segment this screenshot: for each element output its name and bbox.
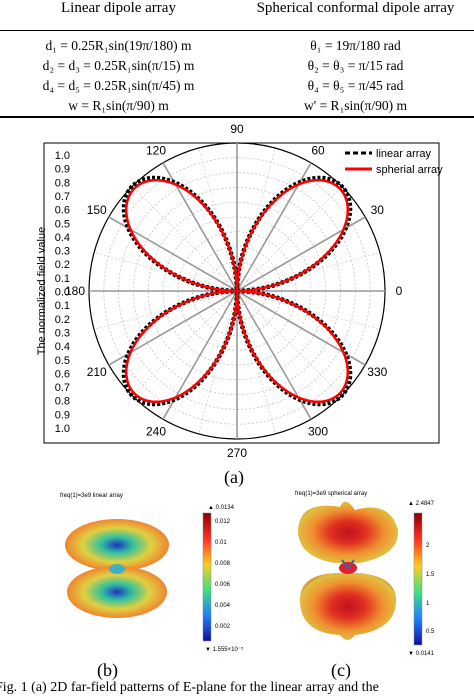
radial-tick-label: 0.8 — [55, 177, 70, 189]
colorbar-tick: 0.006 — [215, 582, 231, 588]
radial-tick-label: 0.1 — [55, 273, 70, 285]
upper-lobe — [298, 501, 399, 563]
lower-lobe — [299, 573, 397, 640]
colorbar-min: ▼ 0.0141 — [408, 651, 435, 657]
colorbar-tick: 1.5 — [426, 572, 435, 578]
radial-tick-label: 0.2 — [55, 314, 70, 326]
colorbar — [202, 512, 212, 642]
radial-tick-label: 1.0 — [55, 150, 70, 162]
table-cell: θ₄ = θ₅ = π/45 rad — [307, 78, 404, 93]
angle-tick-label: 120 — [146, 144, 166, 158]
legend-label-linear: linear array — [376, 148, 432, 160]
waist — [109, 564, 125, 574]
colorbar-tick: 0.5 — [426, 629, 435, 635]
colorbar-tick: 2 — [426, 543, 430, 549]
colorbar-tick: 0.004 — [215, 603, 231, 609]
radial-tick-label: 0.4 — [55, 341, 70, 353]
angle-tick-label: 30 — [371, 203, 385, 217]
radial-tick-label: 0.3 — [55, 246, 70, 258]
radial-tick-label: 0.7 — [55, 191, 70, 203]
parameter-table: Linear dipole array Spherical conformal … — [0, 0, 474, 118]
radial-tick-label: 1.0 — [55, 423, 70, 435]
table-cell: d₂ = d₃ = 0.25R₁sin(π/15) m — [42, 58, 195, 73]
table-cell: θ₁ = 19π/180 rad — [310, 38, 401, 53]
radial-tick-label: 0.6 — [55, 368, 70, 380]
radial-tick-label: 0.1 — [55, 300, 70, 312]
radial-tick-label: 0.3 — [55, 327, 70, 339]
angle-tick-label: 300 — [308, 424, 328, 438]
angle-tick-label: 90 — [230, 122, 244, 136]
table-cell: w' = R₁sin(π/90) m — [237, 96, 474, 118]
label-c: (c) — [331, 660, 351, 680]
table-cell: d₁ = 0.25R₁sin(19π/180) m — [45, 38, 192, 53]
grid-spoke — [198, 290, 238, 435]
radial-tick-label: 0.6 — [55, 205, 70, 217]
grid-spoke — [108, 290, 238, 366]
upper-lobe — [65, 519, 169, 571]
angle-tick-label: 150 — [87, 203, 107, 217]
radial-tick-label: 0.9 — [55, 164, 70, 176]
grid-spoke — [108, 216, 238, 292]
colorbar-tick: 0.012 — [215, 519, 231, 525]
angle-tick-label: 240 — [146, 424, 166, 438]
colorbar-max: ▲ 0.0134 — [208, 505, 235, 511]
header-spherical: Spherical conformal dipole array — [237, 0, 474, 31]
angle-tick-label: 0 — [396, 284, 403, 298]
grid-spoke — [236, 290, 381, 330]
label-a: (a) — [224, 467, 244, 487]
radial-tick-label: 0.2 — [55, 259, 70, 271]
angle-tick-label: 180 — [65, 284, 85, 298]
colorbar-tick: 0.008 — [215, 561, 231, 567]
grid-spoke — [236, 147, 276, 292]
panel-b-3d-pattern: freq(1)=3e9 linear array ▲ 0.0134 ▼ 1.55… — [60, 493, 244, 653]
radial-tick-label: 0.9 — [55, 409, 70, 421]
legend-box — [340, 145, 437, 179]
label-b: (b) — [97, 660, 118, 680]
panel-c-3d-pattern: freq(1)=3e9 spherical array ▲ 2.4847 ▼ 0… — [295, 491, 435, 657]
colorbar-max: ▲ 2.4847 — [408, 501, 435, 507]
legend-label-spherical: spherial array — [376, 164, 443, 176]
table-cell: θ₂ = θ₃ = π/15 rad — [307, 58, 404, 73]
grid-spoke — [132, 186, 238, 292]
grid-spoke — [132, 290, 238, 396]
radial-tick-label: 0.5 — [55, 218, 70, 230]
grid-spoke — [236, 290, 276, 435]
colorbar-tick: 1 — [426, 601, 430, 607]
grid-spoke — [236, 186, 342, 292]
table-cell: d₄ = d₅ = 0.25R₁sin(π/45) m — [42, 78, 195, 93]
radial-tick-label: 0.0 — [55, 287, 70, 299]
header-linear: Linear dipole array — [0, 0, 237, 31]
angle-tick-label: 330 — [367, 365, 387, 379]
radial-tick-label: 0.5 — [55, 355, 70, 367]
panel-c-title: freq(1)=3e9 spherical array — [295, 491, 367, 497]
radial-tick-label: 0.4 — [55, 232, 70, 244]
table-cell: w = R₁sin(π/90) m — [0, 96, 237, 118]
panel-b-title: freq(1)=3e9 linear array — [60, 493, 123, 499]
colorbar-min: ▼ 1.555×10⁻⁵ — [205, 646, 244, 653]
lower-lobe — [67, 566, 167, 618]
colorbar-tick: 0.01 — [215, 540, 227, 546]
radial-tick-label: 0.7 — [55, 382, 70, 394]
grid-spoke — [236, 290, 342, 396]
angle-tick-label: 60 — [311, 144, 325, 158]
grid-spoke — [236, 252, 381, 292]
angle-tick-label: 210 — [87, 365, 107, 379]
angle-tick-label: 270 — [227, 446, 247, 460]
figure-caption: Fig. 1 (a) 2D far-field patterns of E-pl… — [0, 680, 379, 695]
radial-tick-label: 0.8 — [55, 396, 70, 408]
colorbar-tick: 0.002 — [215, 624, 231, 630]
polar-plot: 03060901201501802102402703003301.00.90.8… — [36, 122, 443, 460]
colorbar — [413, 512, 423, 646]
waist-edge — [341, 559, 355, 570]
y-axis-label: The normalized field value — [36, 227, 48, 355]
series-spherical-array — [124, 178, 350, 404]
